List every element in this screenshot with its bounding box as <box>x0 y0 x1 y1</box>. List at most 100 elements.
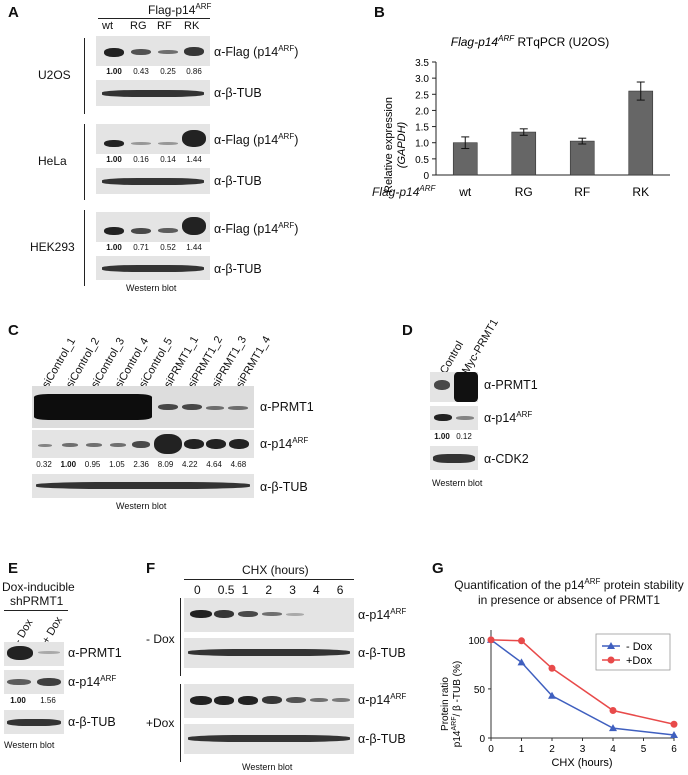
panel-f-plus-tub-label: α-β-TUB <box>358 732 406 746</box>
band <box>286 697 306 703</box>
quant-value: 0.12 <box>456 432 472 441</box>
quant-value: 1.44 <box>186 155 202 164</box>
hela-flag-sup: ARF <box>278 132 295 141</box>
band <box>433 454 475 463</box>
category-label: RF <box>574 185 590 199</box>
panel-f-label: F <box>146 560 156 577</box>
panel-c-label: C <box>8 322 19 339</box>
p14-label-text: α-p14 <box>484 411 517 426</box>
quant-value: 1.05 <box>109 460 125 469</box>
x-tick-label: 1 <box>519 744 525 755</box>
panel-f-group-minus-dox: - Dox <box>146 632 175 646</box>
title-1-sup: ARF <box>584 577 601 586</box>
hek293-quant: 1.00 0.71 0.52 1.44 <box>96 243 210 253</box>
p14-label-text: α-p14 <box>358 693 391 708</box>
band <box>102 178 204 185</box>
y-tick-label: 2.0 <box>415 106 429 117</box>
band <box>238 696 258 705</box>
legend-label: +Dox <box>626 655 652 667</box>
panel-a-label: A <box>8 4 19 21</box>
band <box>229 439 249 449</box>
y-tick-label: 3.0 <box>415 74 429 85</box>
panel-e-footer: Western blot <box>4 740 55 750</box>
y-tick-label: 3.5 <box>415 58 429 69</box>
band <box>37 678 61 686</box>
quant-value: 4.68 <box>230 460 247 469</box>
band <box>182 130 206 147</box>
band <box>456 416 474 420</box>
category-label: RK <box>632 185 649 199</box>
row-label-sup: ARF <box>419 184 436 193</box>
data-point <box>548 691 556 699</box>
panel-e-title-line <box>4 610 68 611</box>
chart-b-ylabel: Relative expression <box>383 97 395 193</box>
chart-b-ylabel-sub: (GAPDH) <box>396 121 408 168</box>
panel-e-prmt1-label: α-PRMT1 <box>68 646 122 660</box>
panel-c-tub-blot <box>32 474 254 498</box>
panel-f-header: CHX (hours) <box>242 563 309 577</box>
u2os-tub-blot <box>96 80 210 106</box>
legend-box <box>595 633 671 671</box>
data-point <box>609 707 617 715</box>
band <box>228 406 248 410</box>
hek293-flag-close: ) <box>294 222 299 237</box>
band <box>184 439 204 449</box>
quant-value: 8.09 <box>157 460 174 469</box>
title-1-rest: protein stability <box>600 578 684 592</box>
panel-f-group-plus-dox: +Dox <box>146 716 175 730</box>
panel-e-title-2: shPRMT1 <box>10 594 64 608</box>
quant-value: 0.25 <box>160 67 176 76</box>
quant-value: 1.00 <box>106 67 122 76</box>
quant-value: 1.44 <box>186 243 202 252</box>
panel-c-p14-blot <box>32 430 254 458</box>
band <box>188 649 350 656</box>
quant-value: 0.16 <box>133 155 149 164</box>
hela-tub-label: α-β-TUB <box>214 174 262 188</box>
x-tick-label: 4 <box>610 744 616 755</box>
panel-b-chart: Flag-p14ARF RTqPCR (U2OS) Relative expre… <box>383 34 670 199</box>
band <box>238 611 258 617</box>
panel-f-minus-tub-label: α-β-TUB <box>358 646 406 660</box>
panel-d-quant: 1.00 0.12 <box>430 432 478 442</box>
panel-a-header-line <box>98 18 210 19</box>
u2os-flag-close: ) <box>294 45 299 60</box>
time-label: 1 <box>241 583 249 597</box>
band <box>102 90 204 97</box>
p14-label-sup: ARF <box>390 692 407 701</box>
band <box>158 228 178 233</box>
panel-f-plus-tub-blot <box>184 724 354 754</box>
hek293-tub-blot <box>96 256 210 280</box>
band <box>262 696 282 704</box>
lane-label-wt: wt <box>102 20 113 32</box>
band <box>206 439 226 449</box>
quant-value: 1.56 <box>40 696 56 705</box>
panel-g-chart: Protein ratio p14ARF/ β -TUB (%) CHX (ho… <box>440 630 678 769</box>
panel-d-prmt1-blot <box>430 372 478 402</box>
panel-d-prmt1-label: α-PRMT1 <box>484 378 538 392</box>
quant-value: 1.00 <box>10 696 26 705</box>
panel-g-label: G <box>432 560 444 577</box>
band <box>310 698 328 702</box>
time-label: 3 <box>289 583 296 597</box>
panel-e-tub-blot <box>4 710 64 734</box>
band <box>7 646 33 660</box>
panel-f-header-line <box>184 579 354 580</box>
band <box>104 48 124 57</box>
y-tick-label: 100 <box>468 636 485 647</box>
panel-d-lane-myc-prmt1: Myc-PRMT1 <box>460 317 501 376</box>
bar <box>569 140 595 176</box>
panel-f-minus-p14-label: α-p14ARF <box>358 607 406 622</box>
chart-b-plot: 0 0.5 1.0 1.5 2.0 2.5 3.0 3.5 wt RG RF RK <box>415 58 670 199</box>
x-tick-label: 6 <box>671 744 677 755</box>
panel-c-tub-label: α-β-TUB <box>260 480 308 494</box>
band <box>38 651 60 654</box>
data-point <box>487 636 495 644</box>
band <box>36 482 250 489</box>
y-tick-label: 1.0 <box>415 139 429 150</box>
band <box>184 47 204 56</box>
category-label: wt <box>458 185 472 199</box>
band <box>434 380 450 390</box>
row-label-text: Flag-p14 <box>372 185 420 199</box>
panel-e-quant: 1.00 1.56 <box>4 696 64 706</box>
panel-f-plus-p14-blot <box>184 684 354 718</box>
